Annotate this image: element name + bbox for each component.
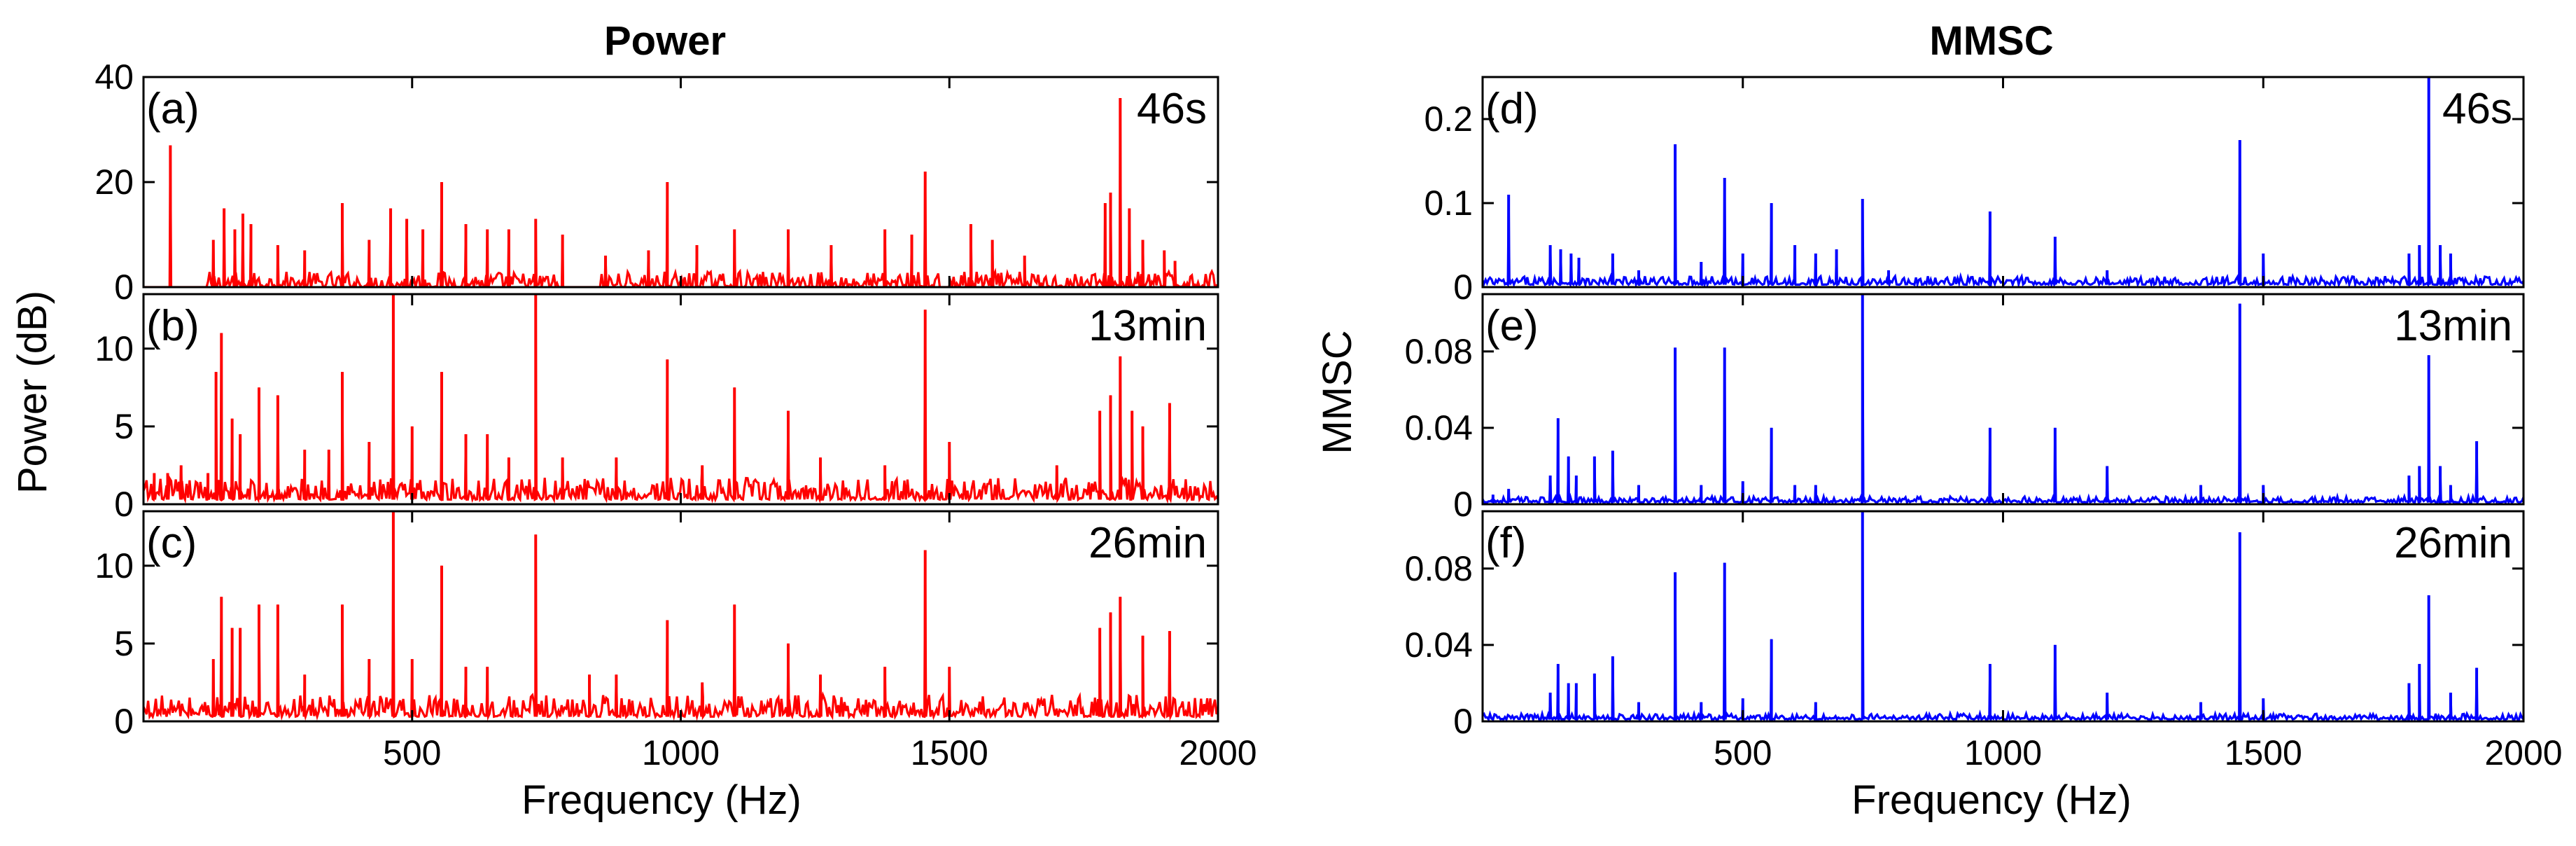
panels: 0 20 40 (a) 46s 0 5 10 (b) 13min 0 5 10 500 1000 1500 20… — [94, 57, 2562, 772]
xtick-label-f-3: 2000 — [2484, 733, 2562, 772]
right-x-axis-label: Frequency (Hz) — [1851, 777, 2132, 823]
left-column-title: Power — [604, 18, 726, 64]
panel-label-c: (c) — [146, 519, 197, 567]
ytick-label-a-1: 20 — [94, 162, 134, 202]
panel-e: 0 0.04 0.08 (e) 13min — [1405, 293, 2525, 524]
ytick-label-c-2: 10 — [94, 546, 134, 585]
ytick-label-f-2: 0.08 — [1405, 549, 1473, 588]
right-column-title: MMSC — [1929, 18, 2053, 64]
ytick-label-f-0: 0 — [1453, 702, 1473, 741]
ytick-label-c-1: 5 — [114, 624, 134, 663]
panel-time-f: 26min — [2394, 519, 2512, 567]
panel-label-f: (f) — [1485, 519, 1527, 567]
xtick-label-c-0: 500 — [383, 733, 441, 772]
xtick-label-c-2: 1500 — [911, 733, 988, 772]
panel-time-b: 13min — [1088, 302, 1207, 350]
ytick-label-e-1: 0.04 — [1405, 408, 1473, 448]
panel-label-b: (b) — [146, 302, 200, 350]
series-line-f — [1483, 511, 2524, 721]
ytick-label-d-1: 0.1 — [1424, 183, 1473, 223]
xtick-label-f-1: 1000 — [1964, 733, 2042, 772]
panel-c: 0 5 10 500 1000 1500 2000 (c) 26min — [94, 510, 1257, 772]
xtick-label-c-3: 2000 — [1179, 733, 1256, 772]
panel-time-d: 46s — [2442, 85, 2512, 133]
axes-frame-d — [1481, 76, 2525, 289]
ytick-label-f-1: 0.04 — [1405, 625, 1473, 665]
xtick-label-f-0: 500 — [1714, 733, 1772, 772]
panel-label-d: (d) — [1485, 85, 1539, 133]
ytick-label-c-0: 0 — [114, 702, 134, 741]
left-x-axis-label: Frequency (Hz) — [522, 777, 802, 823]
ytick-label-d-0: 0 — [1453, 268, 1473, 307]
ytick-label-e-0: 0 — [1453, 485, 1473, 524]
panel-b: 0 5 10 (b) 13min — [94, 293, 1219, 524]
panel-time-c: 26min — [1088, 519, 1207, 567]
ytick-label-a-2: 40 — [94, 57, 134, 97]
ytick-label-d-2: 0.2 — [1424, 99, 1473, 139]
panel-label-a: (a) — [146, 85, 200, 133]
panel-a: 0 20 40 (a) 46s — [94, 57, 1219, 307]
panel-d: 0 0.1 0.2 (d) 46s — [1424, 76, 2525, 307]
right-y-axis-label: MMSC — [1315, 330, 1360, 454]
panel-label-e: (e) — [1485, 302, 1539, 350]
series-line-d — [1483, 77, 2524, 287]
panel-time-a: 46s — [1137, 85, 1207, 133]
ytick-label-b-1: 5 — [114, 407, 134, 446]
series-line-e — [1483, 294, 2524, 504]
ytick-label-b-2: 10 — [94, 329, 134, 368]
ytick-label-b-0: 0 — [114, 485, 134, 524]
left-y-axis-label: Power (dB) — [10, 291, 55, 494]
xtick-label-c-1: 1000 — [642, 733, 720, 772]
panel-time-e: 13min — [2394, 302, 2512, 350]
ytick-label-a-0: 0 — [114, 268, 134, 307]
panel-f: 0 0.04 0.08 500 1000 1500 2000 (f) 26min — [1405, 510, 2563, 772]
axes-frame-f — [1481, 510, 2525, 723]
ytick-label-e-2: 0.08 — [1405, 332, 1473, 371]
xtick-label-f-2: 1500 — [2225, 733, 2302, 772]
axes-frame-e — [1481, 293, 2525, 506]
